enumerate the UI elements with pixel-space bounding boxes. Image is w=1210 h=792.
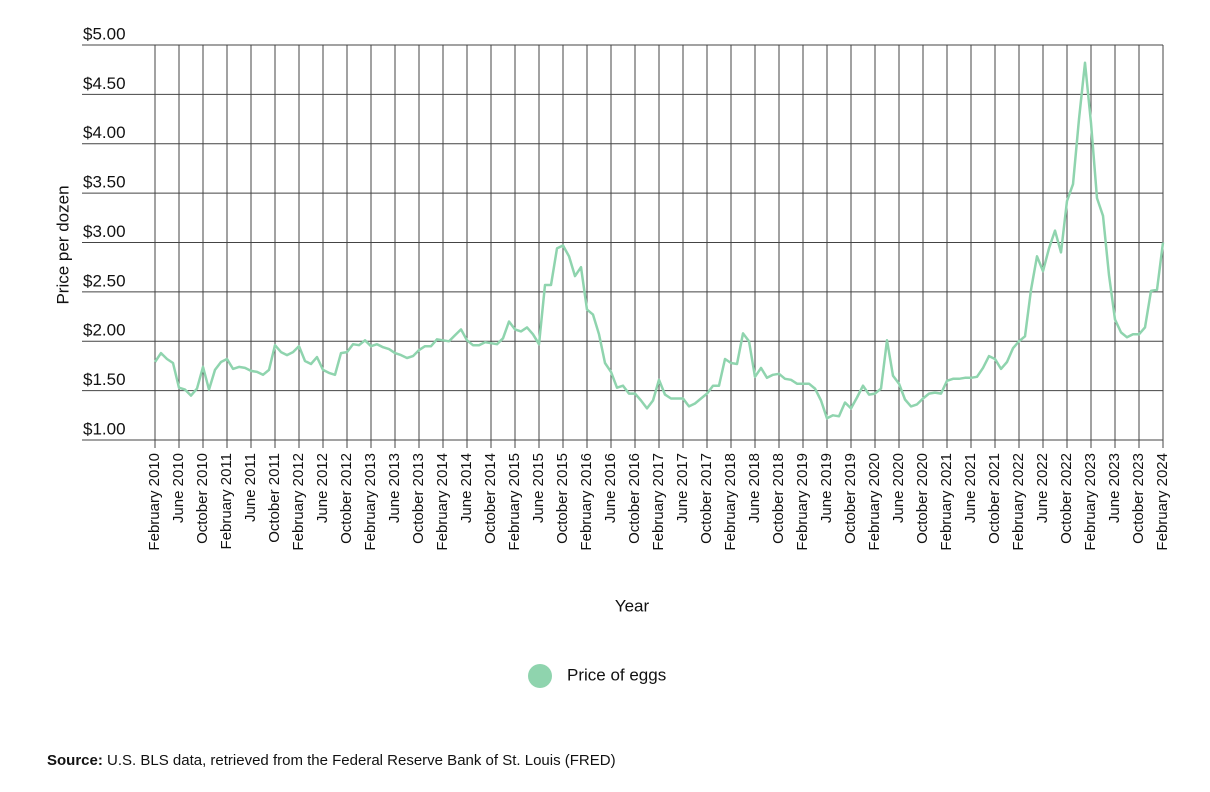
x-tick-label: June 2019 xyxy=(818,453,835,523)
x-tick-label: June 2016 xyxy=(602,453,619,523)
x-tick-label: June 2011 xyxy=(242,453,259,522)
legend-swatch xyxy=(528,664,552,688)
x-tick-label: October 2018 xyxy=(770,453,787,544)
y-tick-label: $1.00 xyxy=(83,419,126,438)
x-tick-label: February 2013 xyxy=(362,453,379,551)
x-tick-label: October 2017 xyxy=(698,453,715,544)
x-tick-label: June 2022 xyxy=(1034,453,1051,523)
price-line xyxy=(153,61,1165,420)
y-tick-label: $2.50 xyxy=(83,271,126,290)
x-tick-label: June 2020 xyxy=(890,453,907,523)
x-tick-label: October 2010 xyxy=(194,453,211,544)
y-tick-label: $3.50 xyxy=(83,173,126,192)
x-tick-label: October 2016 xyxy=(626,453,643,544)
x-tick-label: June 2014 xyxy=(458,453,475,523)
x-tick-label: February 2012 xyxy=(290,453,307,551)
x-tick-label: February 2020 xyxy=(866,453,883,551)
x-tick-label: October 2012 xyxy=(338,453,355,544)
x-tick-label: February 2017 xyxy=(650,453,667,551)
y-tick-label: $4.50 xyxy=(83,74,126,93)
x-tick-label: February 2018 xyxy=(722,453,739,551)
x-tick-label: February 2021 xyxy=(938,453,955,551)
x-tick-label: June 2021 xyxy=(962,453,979,523)
x-tick-label: February 2010 xyxy=(146,453,163,551)
x-tick-label: October 2023 xyxy=(1130,453,1147,544)
x-tick-label: October 2013 xyxy=(410,453,427,544)
x-tick-label: October 2021 xyxy=(986,453,1003,544)
x-tick-label: June 2015 xyxy=(530,453,547,523)
x-tick-label: February 2022 xyxy=(1010,453,1027,551)
x-tick-label: October 2022 xyxy=(1058,453,1075,544)
x-tick-label: June 2018 xyxy=(746,453,763,523)
source-text: U.S. BLS data, retrieved from the Federa… xyxy=(107,752,616,769)
x-tick-label: February 2014 xyxy=(434,453,451,551)
x-tick-label: February 2011 xyxy=(218,453,235,549)
x-tick-label: February 2015 xyxy=(506,453,523,551)
y-axis-title: Price per dozen xyxy=(53,185,72,304)
y-tick-label: $2.00 xyxy=(83,321,126,340)
x-tick-label: October 2019 xyxy=(842,453,859,544)
x-tick-label: June 2010 xyxy=(170,453,187,523)
source-label: Source: xyxy=(47,752,103,769)
y-tick-label: $1.50 xyxy=(83,370,126,389)
x-tick-label: June 2013 xyxy=(386,453,403,523)
legend-label: Price of eggs xyxy=(567,665,666,684)
x-tick-label: October 2015 xyxy=(554,453,571,544)
x-tick-label: October 2020 xyxy=(914,453,931,544)
x-axis-title: Year xyxy=(615,596,650,615)
y-tick-label: $4.00 xyxy=(83,123,126,142)
x-tick-label: October 2011 xyxy=(266,453,283,543)
y-tick-label: $5.00 xyxy=(83,24,126,43)
x-tick-label: June 2023 xyxy=(1106,453,1123,523)
y-tick-label: $3.00 xyxy=(83,222,126,241)
x-tick-label: June 2012 xyxy=(314,453,331,523)
x-tick-label: February 2019 xyxy=(794,453,811,551)
x-tick-label: June 2017 xyxy=(674,453,691,523)
x-tick-label: February 2016 xyxy=(578,453,595,551)
svg-text:Source: U.S. BLS data, retriev: Source: U.S. BLS data, retrieved from th… xyxy=(47,752,616,769)
x-tick-label: February 2024 xyxy=(1154,453,1171,551)
x-tick-label: February 2023 xyxy=(1082,453,1099,551)
x-tick-label: October 2014 xyxy=(482,453,499,544)
